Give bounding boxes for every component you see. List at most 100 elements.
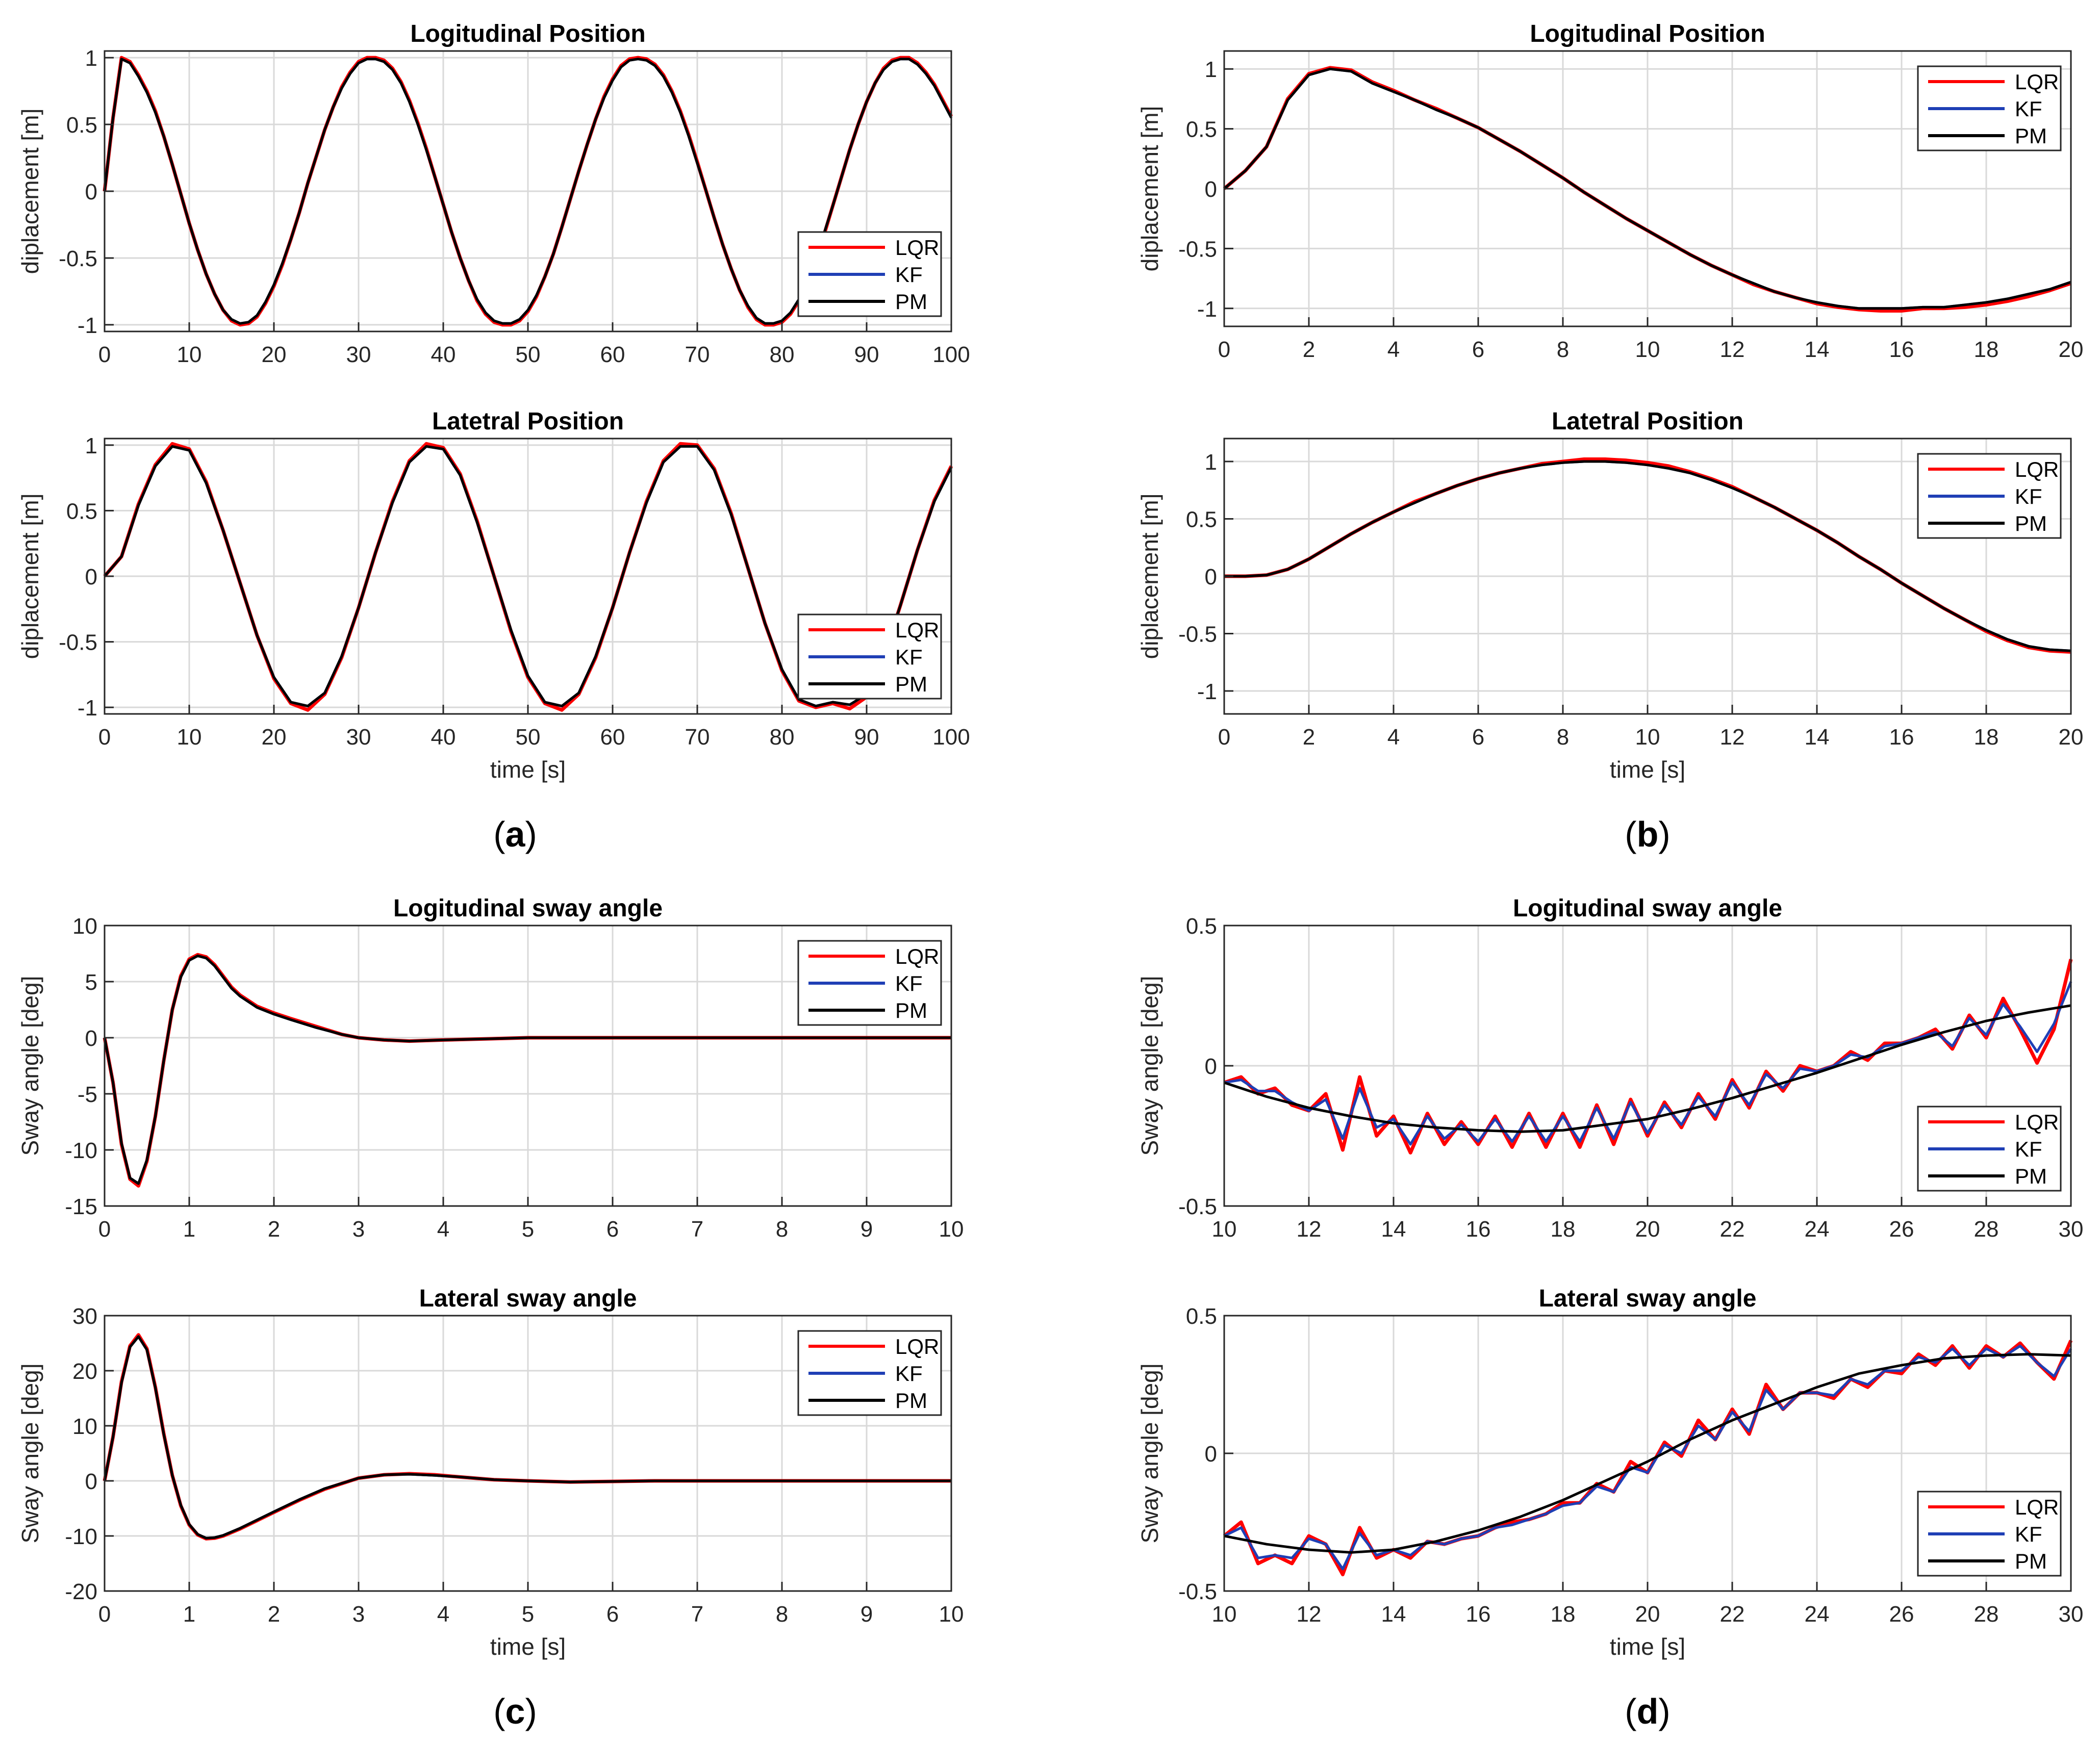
- y-tick-label-4: 1: [1205, 57, 1217, 82]
- x-tick-label-2: 4: [1387, 725, 1400, 750]
- caption-c: (c): [493, 1691, 537, 1731]
- chart-title: Logitudinal Position: [410, 20, 645, 47]
- x-tick-label-9: 18: [1974, 725, 1999, 750]
- ticks: 0 10 20 30 40 50 60 70 80 90 100 -1 -0.5 0 0.5 1: [59, 46, 970, 367]
- caption-d: (d): [1625, 1691, 1670, 1731]
- x-tick-label-5: 5: [522, 1217, 534, 1242]
- y-axis-label: diplacement [m]: [17, 494, 43, 659]
- x-tick-label-3: 30: [346, 342, 371, 367]
- y-tick-label-3: 10: [72, 1414, 97, 1439]
- x-tick-label-2: 14: [1381, 1602, 1406, 1627]
- x-tick-label-8: 8: [776, 1602, 788, 1627]
- series-line-lqr: [1223, 959, 2073, 1155]
- series-line-pm: [103, 1335, 951, 1540]
- x-tick-label-9: 28: [1974, 1217, 1999, 1242]
- legend-label-lqr: LQR: [895, 618, 939, 642]
- legend: LQR KF PM: [797, 1330, 942, 1416]
- ticks: 10 12 14 16 18 20 22 24 26 28 30 -0.5 0 0.5: [1178, 1304, 2083, 1627]
- y-tick-label-5: 30: [72, 1304, 97, 1329]
- ticks: 0 1 2 3 4 5 6 7 8 9 10 -15 -10 -5 0 5 10: [65, 914, 964, 1242]
- x-tick-label-8: 26: [1889, 1602, 1914, 1627]
- x-tick-label-4: 4: [437, 1217, 449, 1242]
- legend-label-lqr: LQR: [2015, 457, 2059, 481]
- x-tick-label-0: 0: [98, 342, 111, 367]
- y-tick-label-0: -1: [78, 313, 97, 338]
- legend-label-lqr: LQR: [895, 944, 939, 968]
- x-tick-label-8: 16: [1889, 725, 1914, 750]
- chart-panel-b-3: 0 2 4 6 8 10 12 14 16 18 20 -1 -0.5 0 0.5 1 Latetral Pos…: [1136, 408, 2083, 783]
- x-tick-label-1: 12: [1297, 1217, 1322, 1242]
- x-tick-label-5: 50: [516, 342, 541, 367]
- series-line-pm: [1224, 1353, 2071, 1554]
- y-tick-label-2: 0: [85, 179, 97, 204]
- y-tick-label-3: 0.5: [1186, 117, 1217, 142]
- x-tick-label-10: 20: [2059, 337, 2084, 362]
- x-tick-label-4: 8: [1557, 337, 1569, 362]
- x-tick-label-5: 20: [1635, 1217, 1660, 1242]
- x-tick-label-5: 50: [516, 725, 541, 750]
- x-tick-label-2: 2: [268, 1602, 280, 1627]
- x-tick-label-1: 10: [177, 725, 202, 750]
- x-tick-label-2: 20: [262, 342, 287, 367]
- legend-label-pm: PM: [2015, 1549, 2047, 1573]
- chart-title: Latetral Position: [1552, 408, 1743, 435]
- chart-title: Latetral Position: [432, 408, 624, 435]
- x-tick-label-10: 100: [932, 342, 970, 367]
- legend-label-lqr: LQR: [895, 236, 939, 260]
- x-tick-label-5: 10: [1635, 725, 1660, 750]
- x-axis-label: time [s]: [1610, 756, 1685, 783]
- y-axis-label: diplacement [m]: [1136, 494, 1163, 659]
- x-tick-label-2: 2: [268, 1217, 280, 1242]
- x-tick-label-0: 10: [1212, 1217, 1237, 1242]
- y-tick-label-4: 5: [85, 970, 97, 995]
- x-tick-label-2: 4: [1387, 337, 1400, 362]
- legend-label-pm: PM: [2015, 511, 2047, 535]
- legend: LQR KF PM: [1917, 453, 2062, 539]
- x-tick-label-6: 22: [1720, 1217, 1745, 1242]
- y-tick-label-4: 1: [85, 433, 97, 458]
- x-tick-label-10: 10: [939, 1602, 964, 1627]
- y-tick-label-1: -0.5: [1178, 622, 1217, 647]
- x-tick-label-3: 16: [1466, 1217, 1491, 1242]
- ticks: 0 10 20 30 40 50 60 70 80 90 100 -1 -0.5 0 0.5 1: [59, 433, 970, 750]
- series-group: [103, 1333, 951, 1541]
- chart-panel-c-5: 0 1 2 3 4 5 6 7 8 9 10 -20 -10 0 10 20 30 Lateral sway an…: [17, 1285, 964, 1660]
- y-tick-label-0: -0.5: [1178, 1579, 1217, 1604]
- x-tick-label-4: 4: [437, 1602, 449, 1627]
- series-group: [103, 953, 951, 1188]
- x-tick-label-7: 14: [1805, 337, 1830, 362]
- x-tick-label-0: 0: [1218, 725, 1230, 750]
- legend-label-lqr: LQR: [895, 1335, 939, 1358]
- y-axis-label: Sway angle [deg]: [1136, 1364, 1163, 1544]
- chart-panel-d-6: 10 12 14 16 18 20 22 24 26 28 30 -0.5 0 0.5 Logitudina…: [1136, 895, 2083, 1242]
- legend-label-kf: KF: [2015, 1522, 2042, 1546]
- legend-label-pm: PM: [895, 998, 927, 1022]
- x-tick-label-8: 16: [1889, 337, 1914, 362]
- y-tick-label-2: -5: [78, 1082, 97, 1107]
- legend: LQR KF PM: [797, 940, 942, 1026]
- series-line-pm: [104, 445, 953, 708]
- x-tick-label-7: 7: [691, 1602, 703, 1627]
- y-tick-label-0: -1: [78, 696, 97, 721]
- y-tick-label-2: 0.5: [1186, 1304, 1217, 1329]
- legend: LQR KF PM: [1917, 65, 2062, 151]
- chart-panel-c-4: 0 1 2 3 4 5 6 7 8 9 10 -15 -10 -5 0 5 10 Logitudinal sway…: [17, 895, 964, 1242]
- series-group: [1223, 959, 2073, 1155]
- ticks: 0 1 2 3 4 5 6 7 8 9 10 -20 -10 0 10 20 30: [65, 1304, 964, 1627]
- y-tick-label-1: -0.5: [59, 246, 97, 271]
- x-tick-label-7: 70: [685, 342, 710, 367]
- y-axis-label: diplacement [m]: [17, 109, 43, 274]
- caption-b: (b): [1625, 814, 1670, 854]
- x-tick-label-6: 22: [1720, 1602, 1745, 1627]
- y-tick-label-1: -0.5: [1178, 237, 1217, 262]
- x-tick-label-10: 20: [2059, 725, 2084, 750]
- x-tick-label-3: 6: [1472, 337, 1484, 362]
- legend-label-kf: KF: [2015, 484, 2042, 508]
- chart-title: Lateral sway angle: [419, 1285, 637, 1312]
- series-line-pm: [103, 954, 951, 1185]
- y-tick-label-0: -15: [65, 1194, 97, 1219]
- x-tick-label-2: 20: [262, 725, 287, 750]
- legend: LQR KF PM: [1917, 1491, 2062, 1577]
- chart-panel-a-0: 0 10 20 30 40 50 60 70 80 90 100 -1 -0.5 0 0.5 1 Logitud…: [17, 20, 970, 367]
- x-tick-label-2: 14: [1381, 1217, 1406, 1242]
